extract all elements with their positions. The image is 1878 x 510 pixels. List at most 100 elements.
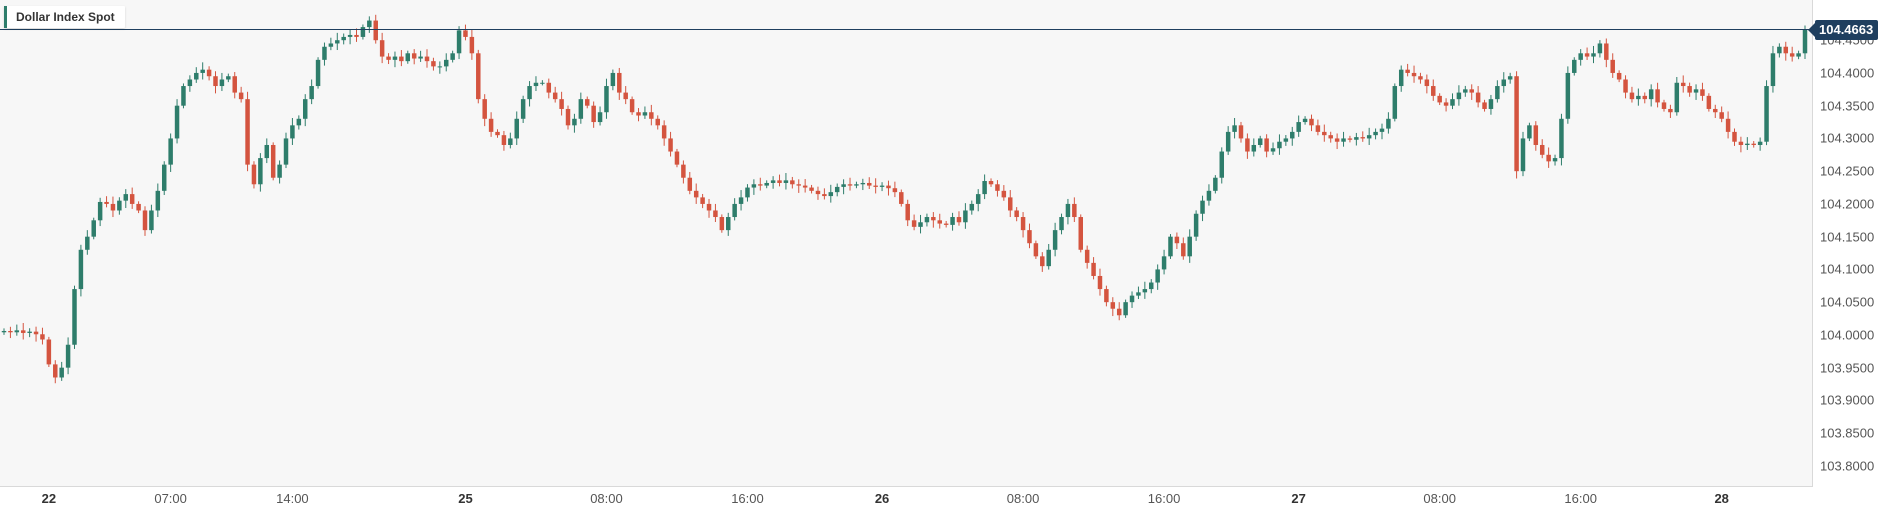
candle-body [1257,138,1263,145]
candle-body [1475,92,1481,103]
candle-body [1392,86,1398,119]
candle-body [1527,125,1532,139]
candle-body [1219,151,1225,178]
candle-body [578,99,584,119]
candle-body [1302,118,1308,123]
candle-body [296,118,302,126]
candle-body [1706,95,1712,109]
candle-body [354,34,359,37]
candle-body [1008,197,1013,211]
candle-body [815,190,821,195]
candle-body [860,182,866,185]
candle-body [1341,138,1346,142]
candle-body [1334,138,1340,142]
candle-body [226,76,231,80]
candle-body [1591,53,1596,57]
candle-body [661,125,667,139]
candle-body [681,164,686,178]
candle-body [546,82,552,93]
candle-body [738,197,744,204]
candle-body [1309,118,1314,126]
candle-body [168,138,173,165]
candle-body [1623,79,1628,93]
candle-body [1149,282,1154,290]
candle-body [1168,236,1173,257]
candle-body [136,203,141,211]
candle-body [360,27,366,37]
candle-body [1110,302,1116,309]
candle-body [283,138,289,165]
candle-body [1745,143,1750,145]
candlestick-plot[interactable] [0,0,1812,486]
candle-body [617,72,622,93]
candle-body [232,76,237,93]
candle-body [597,112,603,123]
candle-body [828,192,834,197]
candle-body [328,43,334,47]
candle-body [1693,89,1699,93]
candle-body [1206,190,1212,201]
candle-body [924,217,930,223]
candle-body [764,182,769,186]
candle-body [950,217,955,225]
candle-body [1264,138,1269,152]
candle-body [975,194,981,204]
candle-body [899,192,904,204]
y-tick-label: 103.8500 [1820,425,1875,441]
legend-series-name: Dollar Index Spot [16,10,115,24]
candle-body [636,112,641,116]
candle-body [1238,125,1244,139]
candle-body [290,125,295,139]
y-tick-label: 104.2000 [1820,196,1875,212]
candle-body [1507,76,1513,80]
last-price-badge: 104.4663 [1807,19,1878,40]
candle-body [969,203,975,211]
candle-body [270,144,276,178]
candle-body [476,53,481,100]
candle-body [1097,275,1103,290]
candle-body [988,181,994,185]
candle-body [142,210,148,231]
candle-body [1232,125,1237,132]
candle-body [796,184,801,186]
candle-body [854,184,859,186]
y-tick-label: 103.9000 [1820,392,1875,408]
candle-body [1116,308,1122,316]
candle-body [1193,213,1199,237]
candle-body [463,30,468,37]
x-tick-label: 14:00 [276,491,309,506]
y-axis[interactable]: 103.8000 103.8500 103.9000 103.9500 104.0000… [1812,0,1878,486]
candle-body [53,364,58,378]
candle-body [443,59,449,67]
candle-body [161,164,167,191]
candle-body [1033,243,1039,257]
y-tick-label: 104.2500 [1820,163,1875,179]
candle-body [867,182,872,186]
candle-body [405,53,411,62]
candle-body [1123,302,1128,316]
candle-body [206,69,212,77]
candle-body [367,20,372,28]
candle-body [1456,92,1462,100]
y-tick-label: 104.0000 [1820,327,1875,343]
candle-body [1732,131,1737,142]
candle-body [399,56,404,62]
y-tick-label: 104.3500 [1820,98,1875,114]
candle-body [91,220,96,237]
candle-body [1277,141,1282,149]
legend[interactable]: Dollar Index Spot [4,6,125,28]
x-tick-label: 25 [458,491,473,506]
candle-body [770,180,776,183]
candle-body [687,177,693,191]
x-tick-label: 22 [41,491,57,506]
legend-swatch [4,6,7,28]
candle-body [1443,102,1449,106]
candle-body [1104,289,1109,303]
x-axis[interactable]: 22 07:00 14:00 25 08:00 16:00 26 08:00 16:00 27 08… [0,486,1812,510]
candle-body [1174,236,1180,244]
candle-body [501,135,507,145]
candle-body [418,56,423,59]
candle-body [40,334,45,340]
chart-area[interactable]: Dollar Index Spot [0,0,1813,487]
candle-body [1065,203,1071,218]
